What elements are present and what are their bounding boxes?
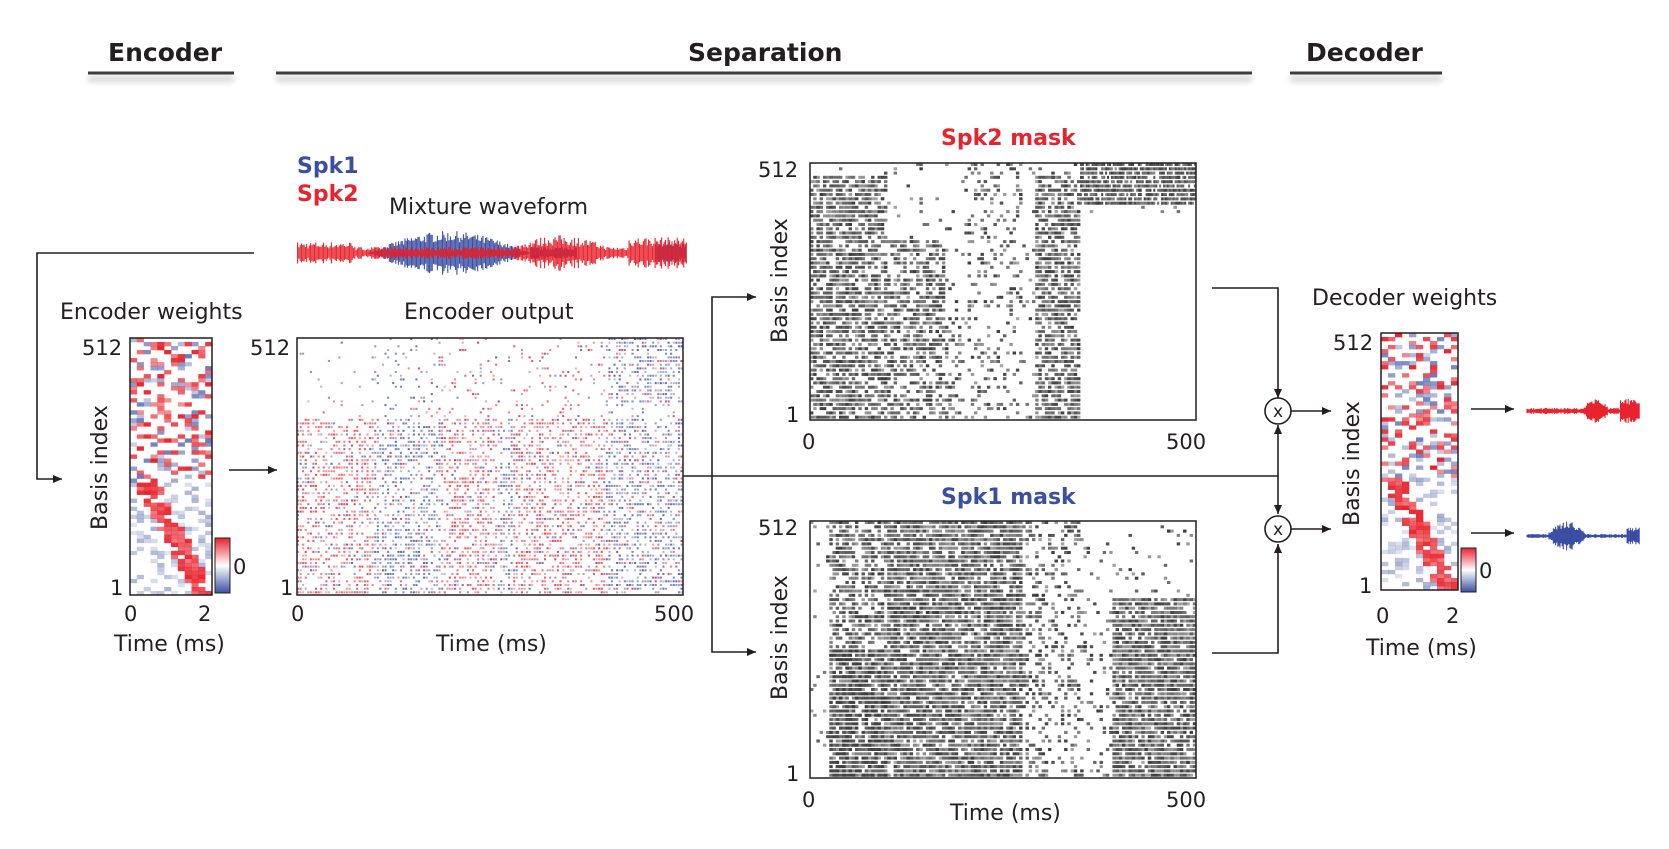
legend-spk1: Spk1 (297, 154, 359, 179)
spk1-output-waveform (1526, 521, 1640, 551)
spk2-output-waveform (1526, 399, 1640, 423)
spk2-mask-x-tick-0: 0 (802, 430, 816, 454)
encoder-output-heatmap (296, 337, 684, 596)
encoder-weights-y-bottom: 1 (110, 576, 124, 600)
spk1-mask-y-top: 512 (758, 516, 799, 540)
encoder-output-x-tick-1: 500 (654, 602, 695, 626)
section-dividers (88, 71, 1442, 82)
encoder-weights-title: Encoder weights (60, 300, 243, 325)
section-title-separation: Separation (688, 38, 843, 67)
multiply-node-bottom: x (1264, 515, 1292, 543)
decoder-weights-x-tick-0: 0 (1376, 604, 1390, 628)
spk2-mask-y-top: 512 (758, 158, 799, 182)
encoder-output-y-top: 512 (250, 336, 291, 360)
to-spk1-mask-arrow (711, 476, 756, 656)
decoder-weights-x-tick-1: 2 (1446, 604, 1460, 628)
encoder-output-y-bottom: 1 (280, 576, 294, 600)
decoder-weights-y-top: 512 (1333, 331, 1374, 355)
section-title-encoder: Encoder (108, 38, 223, 67)
section-title-decoder: Decoder (1306, 38, 1423, 67)
encoder-weights-ylabel: Basis index (88, 405, 113, 530)
spk2-mask-title: Spk2 mask (941, 126, 1076, 151)
multiply-node-top: x (1264, 397, 1292, 425)
encoder-weights-x-tick-0: 0 (124, 602, 138, 626)
decoder-weights-ylabel: Basis index (1340, 401, 1365, 526)
encoder-weights-y-top: 512 (82, 336, 123, 360)
encoder-output-title: Encoder output (404, 300, 574, 325)
spk1-mask-x-tick-1: 500 (1166, 788, 1207, 812)
decoder-colorbar-tick: 0 (1479, 559, 1493, 583)
legend-spk2: Spk2 (297, 182, 359, 207)
decoder-weights-xlabel: Time (ms) (1366, 636, 1477, 661)
waveform-to-encoder-arrow (36, 252, 254, 483)
spk1-mask-to-multiply (1212, 544, 1282, 654)
encoder-weights-x-tick-1: 2 (198, 602, 212, 626)
spk2-mask-x-tick-1: 500 (1166, 430, 1207, 454)
encoder-output-x-tick-0: 0 (291, 602, 305, 626)
decoder-weights-heatmap (1380, 332, 1459, 591)
encoder-weights-xlabel: Time (ms) (114, 632, 225, 657)
spk2-mask-heatmap (809, 162, 1197, 421)
encoder-output-xlabel: Time (ms) (436, 632, 547, 657)
decoder-colorbar (1460, 547, 1477, 593)
spk1-mask-x-tick-0: 0 (802, 788, 816, 812)
encoder-colorbar-tick: 0 (233, 555, 247, 579)
mixture-waveform-title: Mixture waveform (389, 195, 589, 220)
mixture-waveform (297, 231, 687, 275)
spk1-mask-xlabel: Time (ms) (950, 801, 1061, 826)
spk2-mask-y-bottom: 1 (786, 403, 800, 427)
encoder-colorbar (214, 537, 231, 594)
spk2-mask-to-multiply (1212, 287, 1282, 398)
decoder-weights-y-bottom: 1 (1359, 574, 1373, 598)
to-spk2-mask-arrow (711, 293, 756, 476)
decoder-weights-title: Decoder weights (1312, 286, 1498, 311)
encoder-weights-heatmap (129, 337, 213, 596)
spk1-mask-heatmap (809, 520, 1197, 779)
spk2-mask-ylabel: Basis index (768, 218, 793, 343)
spk1-mask-title: Spk1 mask (941, 485, 1076, 510)
spk1-mask-ylabel: Basis index (768, 575, 793, 700)
spk1-mask-y-bottom: 1 (786, 762, 800, 786)
connectors (36, 252, 1514, 656)
